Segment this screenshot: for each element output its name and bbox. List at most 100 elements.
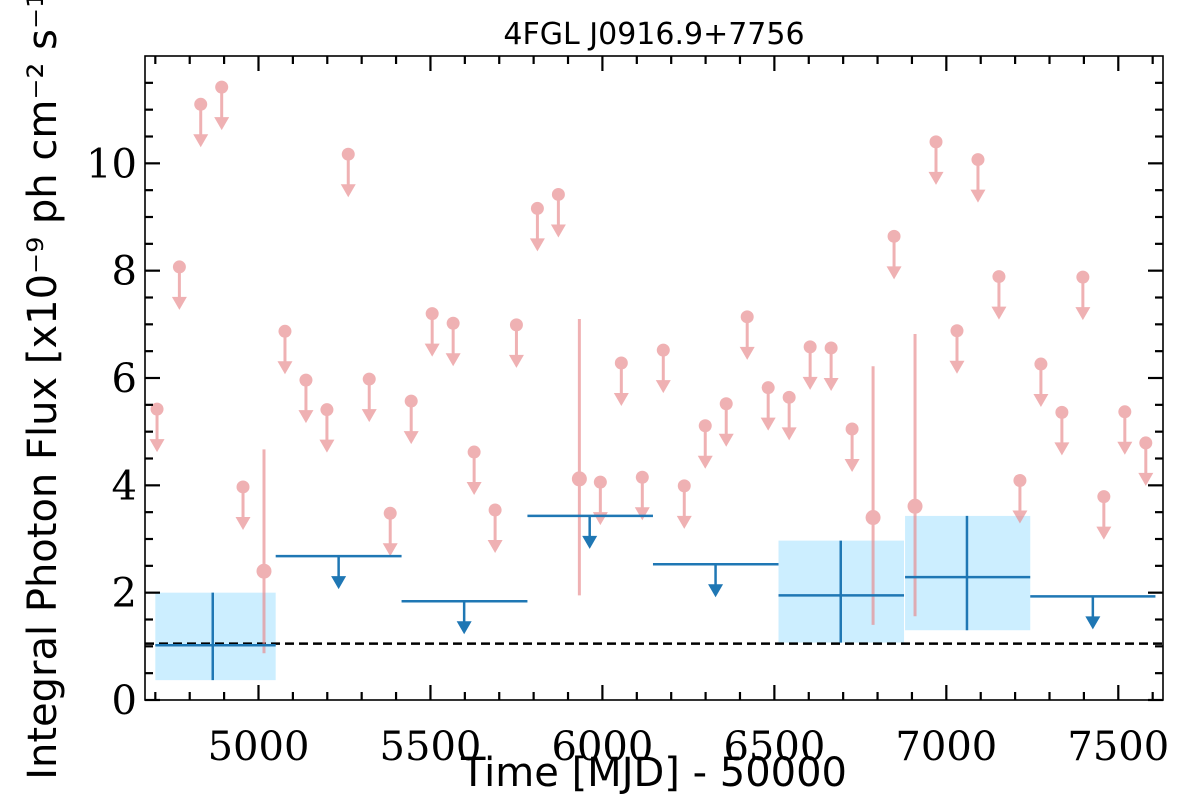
long-bin-upper-limit <box>652 562 779 598</box>
y-tick-label: 0 <box>112 678 137 724</box>
upper-limit-point <box>1013 474 1027 488</box>
upper-limit-point <box>467 445 481 459</box>
upper-limit-arrow <box>582 535 598 549</box>
upper-limit-point <box>278 324 292 338</box>
upper-limit-point <box>1076 270 1090 284</box>
short-bin-upper-limit <box>802 340 818 390</box>
short-bin-upper-limit <box>634 470 650 521</box>
upper-limit-arrow <box>235 516 251 530</box>
long-bin-upper-limit <box>401 600 528 635</box>
upper-limit-arrow <box>403 431 419 445</box>
detection-point <box>907 498 923 514</box>
upper-limit-point <box>530 201 544 215</box>
upper-limit-point <box>824 341 838 355</box>
chart-title: 4FGL J0916.9+7756 <box>503 17 804 52</box>
upper-limit-arrow <box>802 376 818 390</box>
upper-limit-arrow <box>844 458 860 472</box>
short-bin-upper-limit <box>970 153 986 203</box>
short-bin-upper-limit <box>928 135 944 185</box>
upper-limit-arrow <box>970 189 986 203</box>
short-bin-upper-limit <box>445 316 461 367</box>
upper-limit-point <box>950 324 964 338</box>
long-bin-band <box>155 592 276 681</box>
y-tick-label: 10 <box>86 141 137 187</box>
upper-limit-arrow <box>340 184 356 198</box>
upper-limit-arrow <box>466 482 482 496</box>
upper-limit-arrow <box>277 361 293 375</box>
upper-limit-point <box>656 343 670 357</box>
short-bin-upper-limit <box>171 260 187 310</box>
long-bin-upper-limit <box>1030 595 1156 630</box>
long-bin-upper-limit <box>527 514 653 549</box>
upper-limit-arrow <box>1054 442 1070 456</box>
upper-limit-arrow <box>529 238 545 252</box>
long-bin-layer <box>155 514 1156 681</box>
long-bin-detection <box>155 592 276 681</box>
short-bin-upper-limit <box>550 187 566 238</box>
upper-limit-point <box>593 475 607 489</box>
upper-limit-point <box>887 229 901 243</box>
upper-limit-point <box>1139 436 1153 450</box>
short-bin-upper-limit <box>886 229 902 280</box>
short-bin-upper-limit <box>529 201 545 252</box>
short-bin-upper-limit <box>319 403 335 453</box>
x-tick-label: 7500 <box>1067 724 1169 770</box>
upper-limit-point <box>929 135 943 149</box>
y-tick-label: 4 <box>112 463 137 509</box>
upper-limit-point <box>341 147 355 161</box>
upper-limit-point <box>404 394 418 408</box>
upper-limit-point <box>215 80 229 94</box>
short-bin-detection <box>907 333 923 617</box>
upper-limit-arrow <box>445 353 461 367</box>
short-bin-upper-limit <box>1033 357 1049 408</box>
long-bin-detection <box>905 515 1031 631</box>
upper-limit-point <box>677 479 691 493</box>
short-bin-upper-limit <box>1075 270 1091 321</box>
upper-limit-arrow <box>1117 441 1133 455</box>
y-tick-label: 8 <box>112 249 137 295</box>
detection-point <box>865 510 881 526</box>
upper-limit-arrow <box>613 392 629 406</box>
upper-limit-point <box>761 381 775 395</box>
upper-limit-arrow <box>676 515 692 529</box>
x-tick-label: 6000 <box>552 724 654 770</box>
short-bin-upper-limit <box>403 394 419 445</box>
upper-limit-point <box>740 310 754 324</box>
upper-limit-arrow <box>361 409 377 423</box>
upper-limit-point <box>845 422 859 436</box>
short-bin-upper-limit <box>382 506 398 557</box>
x-axis-label: Time [MJD] - 50000 <box>460 750 847 796</box>
detection-point <box>571 471 587 487</box>
upper-limit-arrow <box>298 410 314 424</box>
upper-limit-arrow <box>1033 394 1049 408</box>
short-bin-upper-limit <box>613 356 629 406</box>
upper-limit-arrow <box>760 417 776 431</box>
short-bin-upper-limit <box>277 324 293 375</box>
y-tick-label: 2 <box>112 571 137 617</box>
upper-limit-arrow <box>1085 616 1101 630</box>
long-bin-upper-limit <box>275 554 402 590</box>
upper-limit-point <box>194 97 208 111</box>
upper-limit-point <box>719 397 733 411</box>
upper-limit-arrow <box>781 427 797 441</box>
short-bin-upper-limit <box>193 97 209 148</box>
short-bin-upper-limit <box>466 445 482 496</box>
upper-limit-point <box>320 403 334 417</box>
upper-limit-arrow <box>331 576 347 590</box>
upper-limit-arrow <box>214 117 230 131</box>
upper-limit-arrow <box>949 360 965 374</box>
upper-limit-arrow <box>1012 510 1028 524</box>
short-bin-upper-limit <box>991 270 1007 320</box>
upper-limit-point <box>446 316 460 330</box>
upper-limit-arrow <box>319 439 335 453</box>
short-bin-detection <box>571 318 587 596</box>
x-tick-label: 5500 <box>380 724 482 770</box>
upper-limit-arrow <box>508 354 524 368</box>
upper-limit-arrow <box>708 584 724 598</box>
short-bin-upper-limit <box>676 479 692 529</box>
short-bin-upper-limit <box>1117 405 1133 455</box>
detection-point <box>256 563 272 579</box>
short-bin-upper-limit <box>1054 405 1070 456</box>
upper-limit-point <box>236 480 250 494</box>
